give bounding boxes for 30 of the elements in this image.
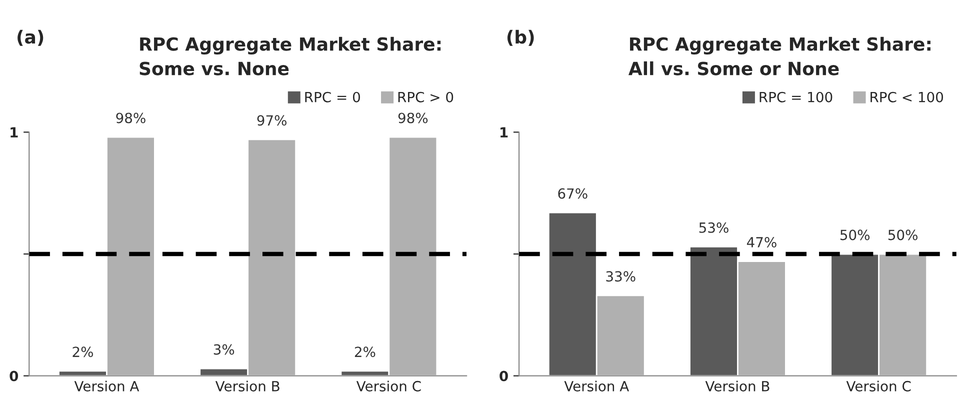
- data-label: 53%: [699, 222, 728, 233]
- data-label: 47%: [746, 236, 776, 248]
- data-label: 98%: [398, 112, 428, 124]
- x-tick-label: Version C: [356, 380, 421, 392]
- chart-title: RPC Aggregate Market Share: Some vs. None: [140, 36, 441, 76]
- data-label: 97%: [257, 115, 286, 126]
- data-label: 3%: [214, 344, 234, 355]
- data-label: 67%: [558, 188, 588, 199]
- data-label: 33%: [606, 271, 636, 282]
- data-label: 50%: [888, 230, 918, 240]
- legend-label: RPC = 100: [760, 92, 832, 102]
- chart-title: RPC Aggregate Market Share: All vs. Some or None: [628, 36, 930, 76]
- data-label: 2%: [72, 346, 93, 358]
- legend-label: RPC < 100: [870, 92, 944, 102]
- y-tick-label: 0: [500, 370, 508, 382]
- text: (a): [18, 30, 44, 46]
- x-tick-label: Version A: [564, 380, 630, 392]
- x-tick-label: Version C: [846, 380, 911, 392]
- data-label: 98%: [116, 112, 146, 124]
- data-label: 50%: [840, 230, 870, 240]
- data-label: 2%: [354, 346, 376, 358]
- y-tick-label: 1: [10, 127, 18, 138]
- x-tick-label: Version A: [74, 380, 140, 392]
- y-tick-label: 1: [500, 127, 508, 138]
- text: (b): [507, 30, 534, 46]
- y-tick-label: 0: [10, 370, 18, 382]
- legend-label: RPC = 0: [305, 92, 360, 102]
- legend-label: RPC > 0: [398, 92, 454, 102]
- x-tick-label: Version B: [215, 380, 280, 392]
- x-tick-label: Version B: [705, 380, 770, 392]
